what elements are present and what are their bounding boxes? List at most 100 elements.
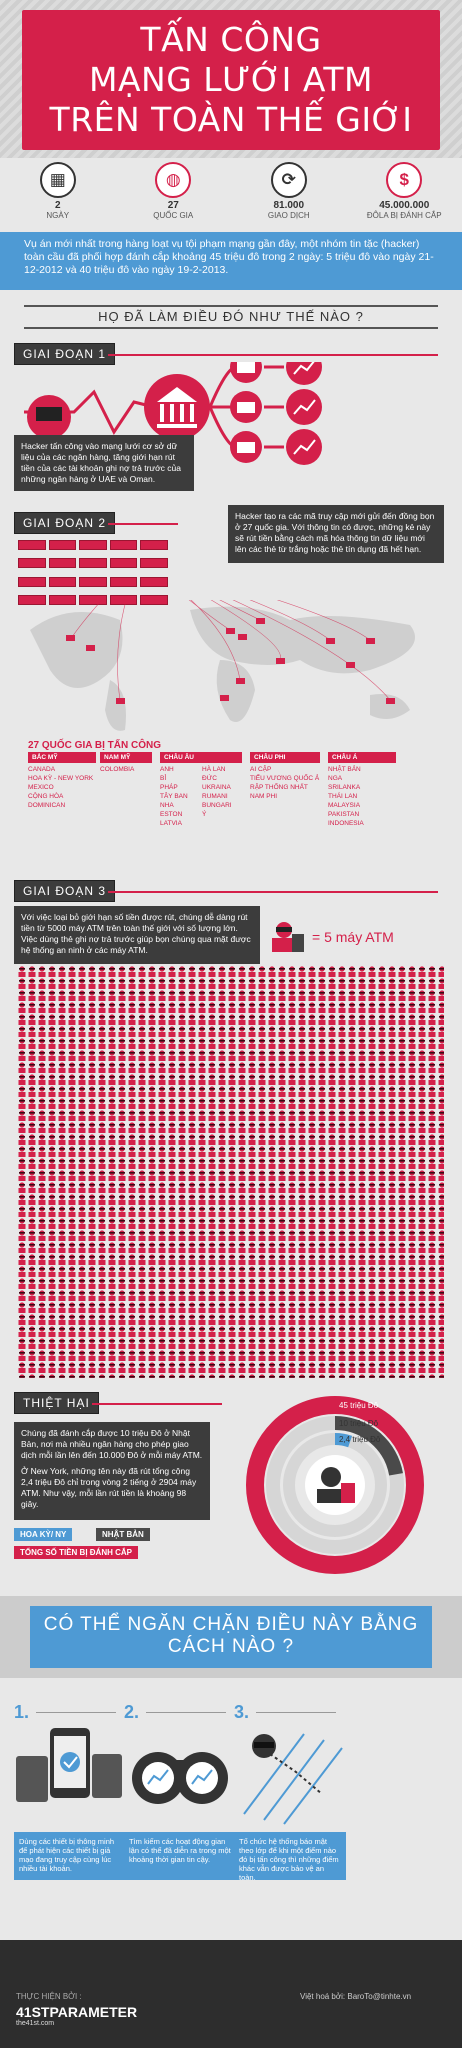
country: LATVIA [160, 820, 182, 827]
stat-label: ĐÔLA BỊ ĐÁNH CẮP [366, 211, 442, 220]
footer [0, 1940, 462, 2048]
stage-1-desc: Hacker tấn công vào mạng lưới cơ sở dữ l… [14, 435, 194, 491]
ring-label: 45 triệu Đô [339, 1401, 379, 1410]
stage-2-desc: Hacker tạo ra các mã truy cập mới gửi đế… [228, 505, 444, 563]
country: TIỂU VƯƠNG QUỐC Ả RẬP THỐNG NHẤT [250, 775, 320, 791]
stat-days: ▦ 2 NGÀY [0, 158, 116, 228]
server-icon [48, 594, 77, 605]
region-north-america: BẮC MỸ CANADA HOA KỲ - NEW YORK MEXICO C… [28, 752, 96, 810]
binoculars-icon [132, 1752, 228, 1804]
server-icon [140, 540, 168, 550]
mobile-security-icon [16, 1728, 122, 1802]
region-name: CHÂU ÂU [160, 752, 242, 763]
server-icon [79, 594, 107, 605]
title-box: TẤN CÔNG MẠNG LƯỚI ATM TRÊN TOÀN THẾ GIỚ… [22, 10, 440, 150]
damages-tab: THIỆT HẠI [14, 1392, 99, 1414]
country: BỈ [160, 775, 167, 782]
atm-hacker-field [18, 966, 444, 1378]
region-south-america: NAM MỸ COLOMBIA [100, 752, 152, 774]
divider [108, 354, 438, 356]
logo-text: 41STPARAMETER [16, 2004, 138, 2020]
region-europe: CHÂU ÂU ANH BỈ PHÁP TÂY BAN NHA ESTON LA… [160, 752, 242, 828]
ring-label: 10 triệu Đô [339, 1419, 379, 1428]
stat-label: NGÀY [46, 211, 70, 220]
server-icon [48, 540, 77, 550]
step-2-number: 2. [124, 1702, 140, 1722]
damages-paragraph: Chúng đã đánh cắp được 10 triệu Đô ở Nhậ… [21, 1428, 203, 1460]
server-icon [79, 540, 107, 550]
damages-paragraph: Ở New York, những tên này đã rút tổng cộ… [21, 1466, 197, 1509]
country: SRILANKA [328, 784, 361, 791]
atm-legend: = 5 máy ATM [270, 920, 394, 954]
made-by-label: THỰC HIỆN BỞI : [16, 1992, 82, 2001]
title-line-1: TẤN CÔNG [140, 20, 322, 59]
divider [256, 1712, 336, 1713]
title-line-2: MẠNG LƯỚI ATM [89, 60, 373, 99]
stats-row: ▦ 2 NGÀY ◍ 27 QUỐC GIA ⟳ 81.000 GIAO DỊC… [0, 158, 462, 228]
country: HÀ LAN [202, 766, 226, 773]
country: NAM PHI [250, 793, 278, 800]
country: TÂY BAN NHA [160, 793, 188, 809]
legend-us: HOA KỲ/ NY [14, 1528, 73, 1541]
divider [92, 1403, 222, 1405]
intro-text: Vụ án mới nhất trong hàng loạt vụ tội ph… [0, 232, 462, 290]
server-icon [140, 576, 168, 587]
region-name: BẮC MỸ [28, 752, 96, 763]
step-2-desc: Tìm kiếm các hoạt động gian lận có thể đ… [124, 1832, 236, 1880]
atm-legend-text: = 5 máy ATM [312, 929, 394, 945]
ring-arc [283, 1433, 387, 1537]
bank-icon [144, 374, 210, 440]
country: BUNGARI [202, 802, 232, 809]
stage-3-desc: Với việc loại bỏ giới hạn số tiền được r… [14, 906, 260, 964]
hacker-body [317, 1489, 343, 1503]
globe-icon: ◍ [155, 162, 192, 198]
country: COLOMBIA [100, 766, 135, 773]
server-icon [109, 558, 138, 569]
region-name: NAM MỸ [100, 752, 152, 763]
title-line-3: TRÊN TOÀN THẾ GIỚI [49, 100, 413, 139]
stat-countries: ◍ 27 QUỐC GIA [116, 158, 232, 228]
divider [108, 891, 438, 893]
world-map [30, 600, 415, 731]
divider [36, 1712, 116, 1713]
how-heading: HỌ ĐÃ LÀM ĐIỀU ĐÓ NHƯ THẾ NÀO ? [24, 305, 438, 329]
step-3-number: 3. [234, 1702, 250, 1722]
dollar-icon: $ [386, 162, 423, 198]
server-grid [18, 540, 168, 610]
server-icon [140, 594, 168, 605]
footer-logo: 41STPARAMETER the41st.com [16, 2004, 137, 2027]
stage-1-graphic [24, 362, 322, 465]
damage-ring-chart: 45 triệu Đô 10 triệu Đô 2,4 triệu Đô [246, 1396, 424, 1574]
divider [108, 523, 178, 525]
country: MALAYSIA [328, 802, 361, 809]
stat-value: 27 [167, 200, 179, 211]
stat-value: 45.000.000 [379, 200, 430, 211]
country: CỘNG HÒA DOMINICAN [28, 793, 66, 809]
server-icon [48, 558, 77, 569]
layered-security-icon [243, 1733, 343, 1825]
stat-value: 81.000 [273, 200, 305, 211]
server-icon [48, 576, 77, 587]
ring-arc [246, 1396, 424, 1574]
header: TẤN CÔNG MẠNG LƯỚI ATM TRÊN TOÀN THẾ GIỚ… [0, 0, 462, 158]
country: MEXICO [28, 784, 54, 791]
country: NGA [328, 775, 343, 782]
server-icon [18, 576, 46, 587]
country: AI CẬP [250, 766, 272, 773]
laptop-icon [341, 1483, 355, 1503]
server-icon [79, 576, 107, 587]
country: UKRAINA [202, 784, 231, 791]
server-icon [109, 594, 138, 605]
region-africa: CHÂU PHI AI CẬP TIỂU VƯƠNG QUỐC Ả RẬP TH… [250, 752, 320, 801]
step-1-desc: Dùng các thiết bị thông minh để phát hiệ… [14, 1832, 126, 1880]
logo-sub: the41st.com [16, 2020, 55, 2027]
country: PAKISTAN [328, 811, 360, 818]
chart-up-icon [286, 362, 322, 385]
stage-1-tab: GIAI ĐOẠN 1 [14, 343, 116, 365]
country: INDONESIA [328, 820, 364, 827]
legend-total: TỔNG SỐ TIỀN BỊ ĐÁNH CẮP [14, 1546, 139, 1559]
step-3-desc: Tổ chức hệ thống báo mật theo lớp để khi… [234, 1832, 346, 1882]
country: PHÁP [160, 784, 178, 791]
server-icon [18, 540, 46, 550]
